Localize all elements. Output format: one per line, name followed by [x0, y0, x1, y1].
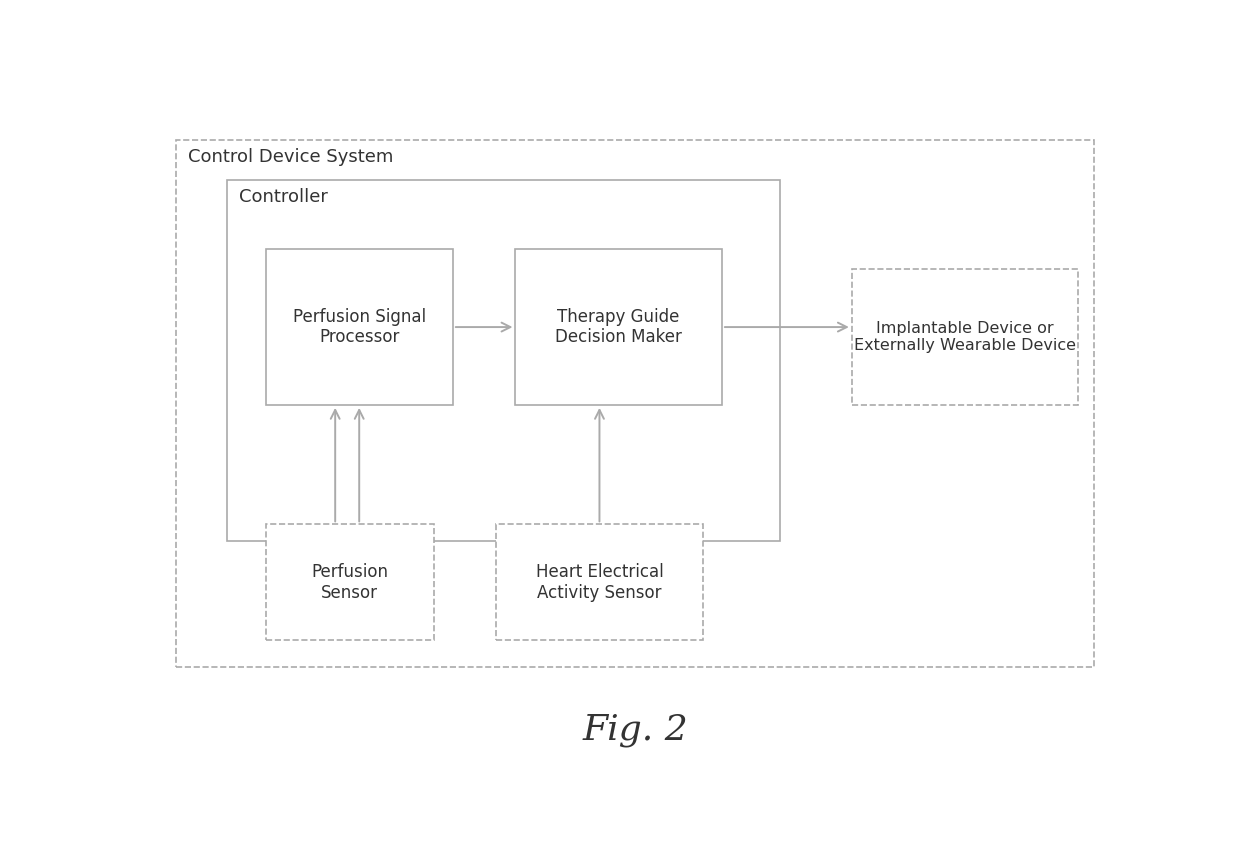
- Bar: [852, 269, 1078, 405]
- Text: Heart Electrical
Activity Sensor: Heart Electrical Activity Sensor: [536, 563, 663, 602]
- Bar: [176, 139, 1094, 667]
- Text: Perfusion Signal
Processor: Perfusion Signal Processor: [293, 307, 425, 346]
- Bar: [496, 524, 703, 641]
- Text: Therapy Guide
Decision Maker: Therapy Guide Decision Maker: [556, 307, 682, 346]
- Bar: [516, 249, 722, 405]
- Text: Fig. 2: Fig. 2: [583, 713, 688, 746]
- Text: Perfusion
Sensor: Perfusion Sensor: [311, 563, 388, 602]
- Bar: [227, 180, 780, 541]
- Bar: [265, 249, 453, 405]
- Text: Implantable Device or
Externally Wearable Device: Implantable Device or Externally Wearabl…: [853, 321, 1075, 353]
- Bar: [265, 524, 434, 641]
- Text: Controller: Controller: [238, 188, 327, 206]
- Text: Control Device System: Control Device System: [187, 148, 393, 165]
